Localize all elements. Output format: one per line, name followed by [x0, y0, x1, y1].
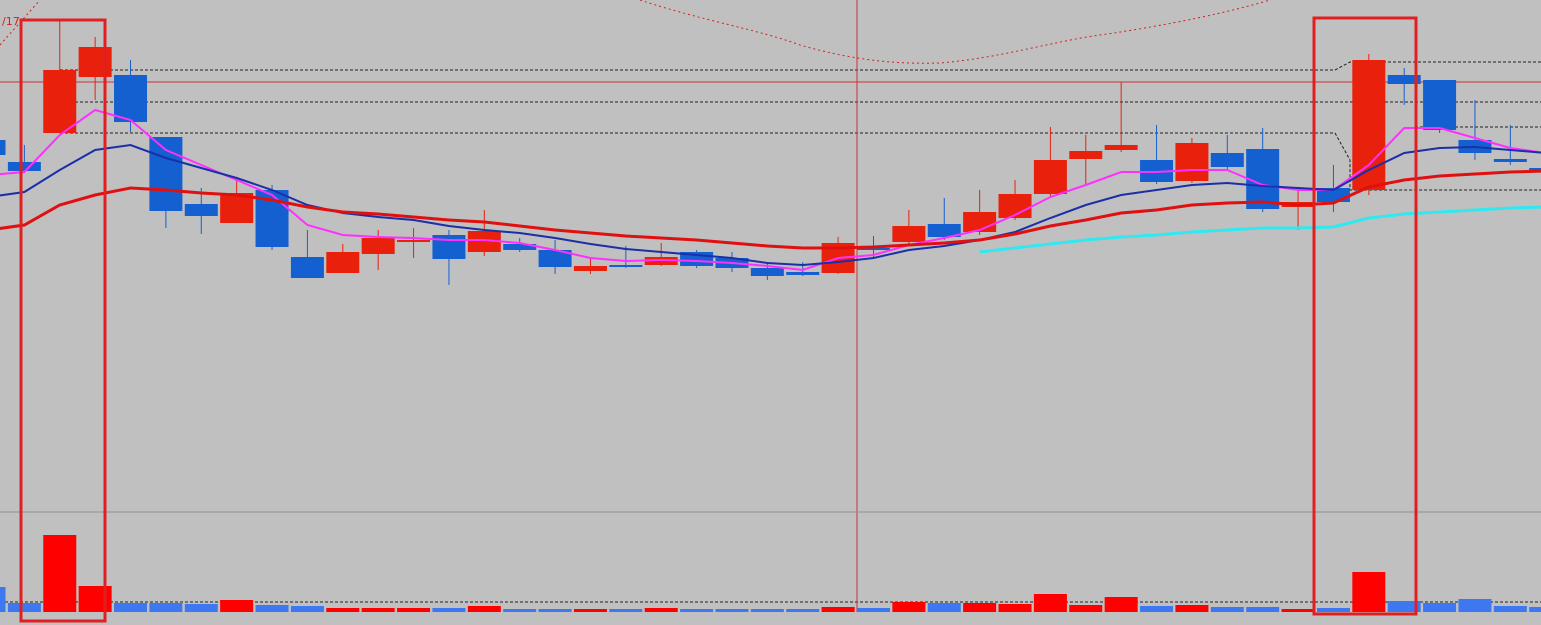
candle-body	[503, 244, 537, 250]
volume-bar	[114, 603, 148, 612]
volume-bar	[538, 609, 572, 612]
moving-average	[979, 205, 1541, 254]
volume-bar	[326, 608, 360, 612]
volume-bar	[1175, 605, 1209, 612]
candle-body	[1210, 153, 1244, 167]
date-label: /17	[2, 15, 20, 28]
volume-bar	[0, 587, 6, 612]
volume-bar	[1423, 603, 1457, 612]
volume-bar	[644, 608, 678, 612]
volume-bar	[1316, 608, 1350, 612]
volume-bar	[432, 608, 466, 612]
candle-body	[326, 252, 360, 273]
candle-body	[609, 265, 643, 267]
candle-body	[467, 231, 501, 252]
moving-average	[0, 143, 1541, 267]
candle-body	[1493, 159, 1527, 162]
candle-body	[7, 162, 41, 171]
volume-bar	[184, 604, 218, 612]
volume-bar	[1104, 597, 1138, 612]
highlight-box	[19, 18, 107, 623]
candle-body	[0, 140, 6, 155]
level-line	[60, 132, 1541, 191]
candle-body	[892, 226, 926, 242]
volume-bar	[43, 535, 77, 612]
volume-bar	[1140, 606, 1174, 612]
volume-bar	[750, 609, 784, 612]
moving-average	[0, 169, 1541, 250]
candle-body	[1033, 160, 1067, 194]
level-line	[60, 61, 1541, 71]
volume-bar	[1458, 599, 1492, 612]
volume-bar	[1352, 572, 1386, 612]
volume-bar	[1246, 607, 1280, 612]
volume-bar	[361, 608, 395, 612]
volume-bar	[7, 603, 41, 612]
volume-bar	[1033, 594, 1067, 612]
candle-body	[857, 248, 890, 250]
candle-body	[750, 268, 784, 276]
candle-body	[361, 238, 395, 254]
volume-bar	[255, 605, 289, 612]
volume-bar	[821, 607, 855, 612]
volume-bar	[1281, 609, 1315, 612]
volume-bar	[963, 603, 997, 612]
volume-bar	[503, 609, 537, 612]
volume-bar	[78, 586, 112, 612]
highlight-box	[1312, 16, 1418, 616]
volume-bar	[786, 609, 820, 612]
volume-bar	[892, 602, 926, 612]
volume-bar	[1210, 607, 1244, 612]
volume-bar	[857, 608, 890, 612]
candle-body	[786, 272, 820, 275]
candle-body	[43, 70, 77, 133]
candle-body	[1352, 60, 1386, 190]
candle-body	[1104, 145, 1138, 150]
candle-body	[114, 75, 148, 122]
volume-bar	[220, 600, 254, 612]
volume-bar	[290, 606, 324, 612]
candle-body	[78, 47, 112, 77]
volume-bar	[927, 603, 961, 612]
candle-body	[573, 266, 607, 271]
candle-body	[538, 250, 572, 267]
volume-bar	[680, 609, 714, 612]
candle-body	[397, 240, 431, 242]
candle-body	[1069, 151, 1103, 159]
candle-body	[1175, 143, 1209, 181]
volume-bar	[1493, 606, 1527, 612]
candle-body	[1387, 75, 1421, 84]
candle-body	[149, 137, 183, 211]
volume-bar	[1529, 607, 1541, 612]
candle-body	[290, 257, 324, 278]
volume-bar	[397, 608, 431, 612]
plot	[0, 20, 1541, 612]
candle-body	[1246, 149, 1280, 209]
volume-bar	[573, 609, 607, 612]
volume-bar	[609, 609, 643, 612]
candle-body	[184, 204, 218, 216]
candle-body	[927, 224, 961, 237]
volume-bar	[715, 609, 749, 612]
volume-bar	[1387, 601, 1421, 612]
candle-body	[1423, 80, 1457, 130]
volume-bar	[1069, 605, 1103, 612]
volume-bar	[998, 604, 1032, 612]
volume-bar	[467, 606, 501, 612]
volume-bar	[149, 603, 183, 612]
